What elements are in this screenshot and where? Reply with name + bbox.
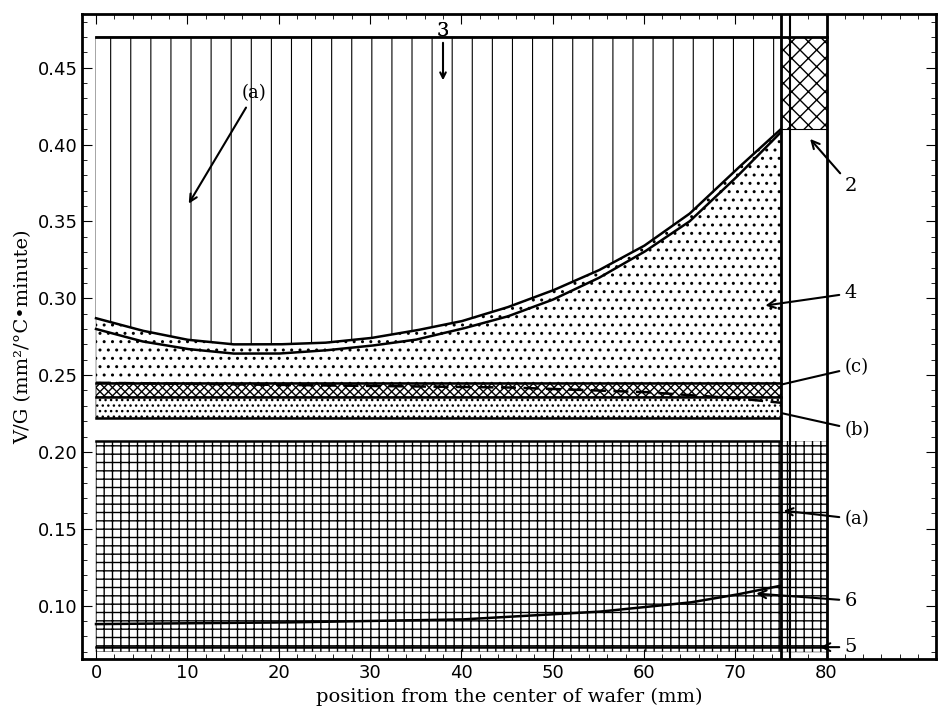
Text: (c): (c) [768, 358, 869, 390]
Text: 3: 3 [437, 22, 449, 40]
Text: 6: 6 [758, 590, 857, 610]
Text: (a): (a) [786, 508, 869, 528]
Text: 3: 3 [437, 22, 449, 57]
Text: 5: 5 [823, 638, 857, 656]
Polygon shape [781, 37, 826, 129]
X-axis label: position from the center of wafer (mm): position from the center of wafer (mm) [316, 688, 702, 706]
Y-axis label: V/G (mm²/°C•minute): V/G (mm²/°C•minute) [14, 230, 32, 444]
Text: (a): (a) [190, 84, 267, 202]
Text: 4: 4 [768, 284, 857, 308]
Text: (b): (b) [768, 408, 870, 439]
Text: 2: 2 [811, 140, 857, 194]
